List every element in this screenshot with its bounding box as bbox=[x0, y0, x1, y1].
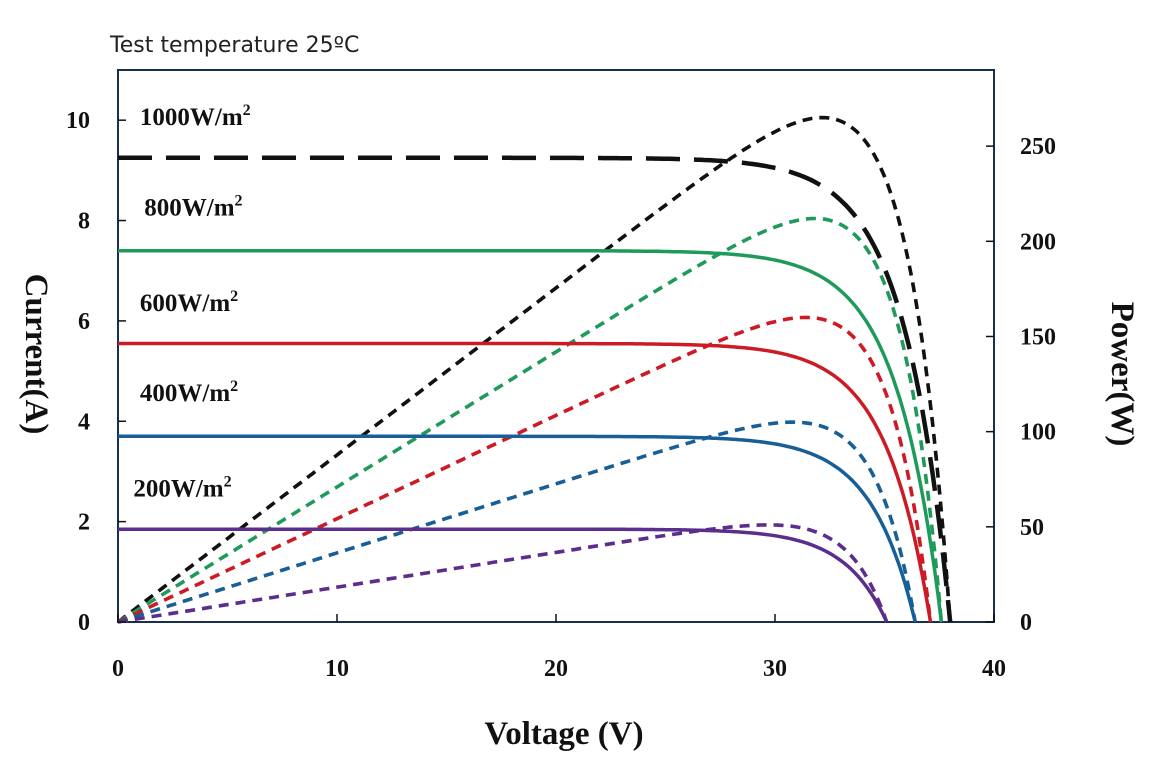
series-layer bbox=[116, 115, 953, 624]
x-tick-label: 40 bbox=[982, 656, 1006, 682]
current-curve-4 bbox=[118, 527, 889, 623]
x-tick-label: 30 bbox=[763, 656, 787, 682]
x-tick-label: 20 bbox=[544, 656, 568, 682]
current-curve-0 bbox=[118, 155, 953, 623]
y-tick-label: 6 bbox=[78, 309, 90, 335]
power-curve-2 bbox=[117, 315, 933, 624]
y-tick-label: 2 bbox=[78, 510, 90, 536]
current-curve-3 bbox=[118, 434, 917, 623]
y-tick-label: 8 bbox=[78, 209, 90, 235]
y2-tick-label: 200 bbox=[1020, 229, 1056, 255]
current-curve-1 bbox=[118, 248, 944, 623]
y-tick-label: 0 bbox=[78, 610, 90, 636]
x-tick-label: 10 bbox=[325, 656, 349, 682]
irradiance-labels: 1000W/m2 800W/m2 600W/m2 400W/m2 200W/m2 bbox=[133, 102, 250, 502]
x-axis-label: Voltage (V) bbox=[484, 716, 643, 752]
y2-tick-label: 250 bbox=[1020, 134, 1056, 160]
y-tick-label: 4 bbox=[78, 409, 90, 435]
power-curve-0 bbox=[116, 115, 952, 624]
y-tick-label: 10 bbox=[66, 108, 90, 134]
y2-tick-label: 100 bbox=[1020, 420, 1056, 446]
y2-tick-label: 150 bbox=[1020, 324, 1056, 350]
chart-title: Test temperature 25ºC bbox=[109, 33, 359, 58]
y2-tick-label: 50 bbox=[1020, 515, 1044, 541]
irradiance-label-0: 1000W/m2 bbox=[140, 102, 251, 131]
current-curve-2 bbox=[118, 341, 933, 623]
irradiance-label-4: 200W/m2 bbox=[133, 474, 231, 503]
y-axis-label: Current(A) bbox=[18, 274, 54, 435]
irradiance-label-3: 400W/m2 bbox=[140, 378, 238, 407]
power-curve-4 bbox=[117, 523, 889, 624]
y2-tick-label: 0 bbox=[1020, 610, 1032, 636]
irradiance-label-1: 800W/m2 bbox=[144, 193, 242, 222]
power-curve-1 bbox=[117, 216, 944, 624]
power-curve-3 bbox=[117, 420, 917, 624]
x-tick-label: 0 bbox=[112, 656, 124, 682]
y2-axis-label: Power(W) bbox=[1104, 302, 1140, 447]
irradiance-label-2: 600W/m2 bbox=[140, 288, 238, 317]
